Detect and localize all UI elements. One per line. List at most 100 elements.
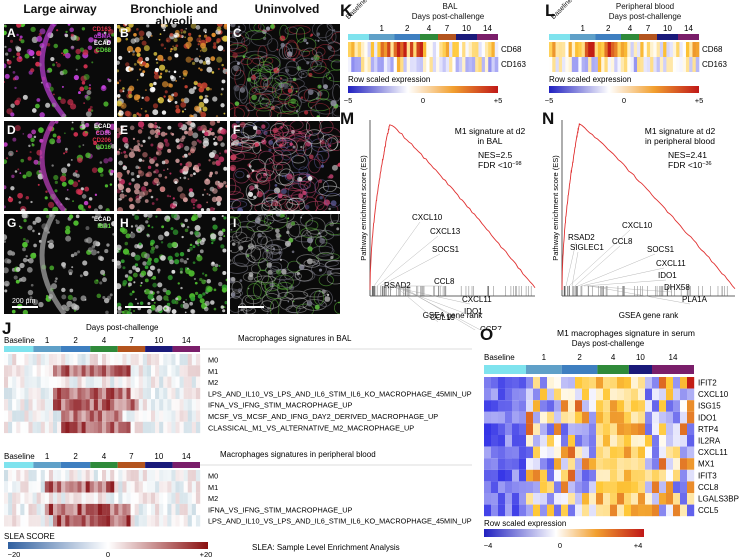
cell-dot bbox=[147, 165, 152, 170]
cell-dot bbox=[211, 71, 215, 74]
cell-dot bbox=[326, 270, 332, 276]
o-scale-bar bbox=[484, 529, 644, 537]
cell-dot bbox=[118, 184, 125, 191]
heatmap-cell bbox=[175, 481, 180, 493]
tissue-ring bbox=[230, 198, 242, 209]
cell-dot bbox=[185, 41, 192, 48]
timepoint-bar-segment bbox=[621, 34, 639, 40]
cell-dot bbox=[13, 275, 18, 280]
heatmap-cell bbox=[44, 515, 50, 527]
cell-dot bbox=[60, 98, 66, 105]
cell-dot bbox=[16, 97, 22, 103]
cell-dot bbox=[140, 144, 144, 148]
cell-dot bbox=[144, 89, 147, 92]
heatmap-cell bbox=[53, 421, 58, 434]
cell-dot bbox=[16, 33, 19, 37]
cell-dot bbox=[81, 121, 85, 125]
heatmap-cell bbox=[575, 57, 579, 72]
heatmap-cell bbox=[568, 435, 576, 447]
cell-dot bbox=[144, 253, 150, 259]
heatmap-cell bbox=[561, 388, 569, 401]
heatmap-cell bbox=[81, 470, 86, 482]
cell-dot bbox=[122, 196, 125, 199]
cell-dot bbox=[302, 190, 307, 196]
timepoint-bar-segment bbox=[549, 34, 570, 40]
heatmap-cell bbox=[582, 458, 590, 470]
heatmap-cell bbox=[540, 423, 548, 435]
cell-dot bbox=[125, 37, 129, 41]
heatmap-cell bbox=[631, 411, 639, 424]
heatmap-cell bbox=[40, 481, 46, 493]
cell-dot bbox=[8, 150, 14, 157]
heatmap-cell bbox=[20, 503, 25, 516]
stain-legend-item: ECAD bbox=[93, 217, 111, 223]
heatmap-cell bbox=[159, 410, 164, 422]
cell-dot bbox=[136, 139, 140, 143]
cell-dot bbox=[33, 135, 37, 139]
heatmap-cell bbox=[118, 376, 123, 388]
cell-dot bbox=[153, 73, 160, 80]
heatmap-cell bbox=[48, 515, 54, 527]
cell-dot bbox=[318, 232, 321, 235]
heatmap-cell bbox=[617, 446, 625, 459]
cell-dot bbox=[292, 300, 295, 303]
heatmap-cell bbox=[512, 411, 520, 424]
cell-dot bbox=[177, 186, 183, 193]
heatmap-cell bbox=[151, 481, 156, 493]
heatmap-cell bbox=[44, 399, 50, 411]
day-label: 7 bbox=[445, 24, 450, 33]
heatmap-cell bbox=[512, 493, 520, 505]
heatmap-cell bbox=[97, 410, 103, 422]
cell-dot bbox=[302, 72, 305, 75]
tissue-ring bbox=[258, 54, 281, 71]
heatmap-cell bbox=[484, 400, 492, 412]
heatmap-cell bbox=[126, 492, 131, 504]
cell-dot bbox=[117, 249, 119, 253]
tissue-ring bbox=[253, 24, 265, 33]
airway-wall bbox=[39, 121, 67, 211]
day-label: 2 bbox=[73, 452, 78, 461]
cell-dot bbox=[75, 188, 82, 195]
heatmap-cell bbox=[195, 354, 201, 366]
tissue-ring bbox=[291, 155, 306, 164]
heatmap-cell bbox=[126, 387, 131, 400]
cell-dot bbox=[174, 101, 178, 104]
gene-label: RSAD2 bbox=[384, 281, 411, 290]
tissue-ring bbox=[310, 103, 331, 117]
heatmap-cell bbox=[12, 470, 17, 482]
cell-dot bbox=[210, 300, 215, 305]
cell-dot bbox=[34, 103, 40, 109]
heatmap-cell bbox=[4, 354, 9, 366]
heatmap-cell bbox=[73, 399, 78, 411]
cell-dot bbox=[4, 52, 9, 56]
heatmap-cell bbox=[130, 399, 135, 411]
heatmap-cell bbox=[73, 387, 78, 400]
cell-dot bbox=[197, 82, 202, 88]
cell-dot bbox=[186, 257, 189, 261]
heatmap-cell bbox=[526, 388, 534, 401]
tissue-ring bbox=[324, 192, 340, 208]
cell-dot bbox=[63, 53, 66, 56]
heatmap-cell bbox=[138, 481, 144, 493]
cell-dot bbox=[146, 260, 152, 266]
cell-dot bbox=[220, 142, 225, 147]
heatmap-cell bbox=[146, 387, 152, 400]
cell-dot bbox=[205, 60, 211, 65]
tissue-ring bbox=[288, 133, 310, 142]
cell-dot bbox=[149, 242, 154, 246]
cell-dot bbox=[109, 123, 114, 130]
tissue-ring bbox=[273, 274, 294, 290]
cell-dot bbox=[118, 148, 121, 151]
heatmap-cell bbox=[540, 504, 548, 517]
cell-dot bbox=[87, 45, 93, 51]
heatmap-cell bbox=[138, 492, 144, 504]
cell-dot bbox=[11, 174, 15, 179]
micrograph-texture bbox=[117, 214, 227, 314]
cell-dot bbox=[70, 45, 75, 50]
heatmap-cell bbox=[533, 400, 541, 412]
cell-dot bbox=[8, 65, 11, 69]
cell-dot bbox=[14, 125, 21, 132]
cell-dot bbox=[64, 33, 69, 38]
heatmap-cell bbox=[406, 42, 411, 57]
cell-dot bbox=[157, 268, 161, 272]
